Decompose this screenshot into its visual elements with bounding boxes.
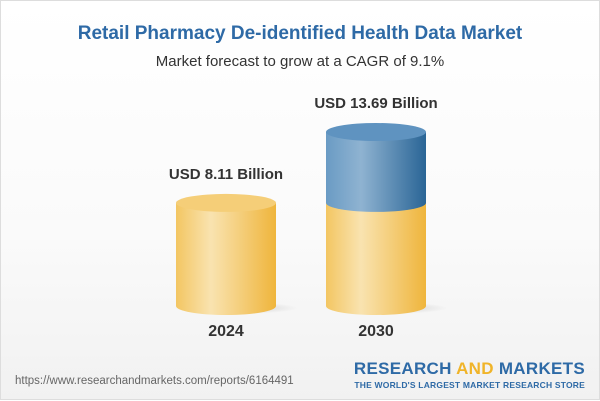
logo-text-and: AND <box>456 359 494 378</box>
chart-subtitle: Market forecast to grow at a CAGR of 9.1… <box>155 53 445 70</box>
research-and-markets-logo: RESEARCH AND MARKETS THE WORLD'S LARGEST… <box>354 359 585 390</box>
logo-text: RESEARCH <box>353 359 457 378</box>
cylinder-base-segment <box>326 202 426 315</box>
logo-text: MARKETS <box>493 359 585 378</box>
cylinder-growth-segment <box>326 132 426 212</box>
data-label: USD 13.69 Billion <box>314 95 437 112</box>
category-label: 2030 <box>358 323 394 340</box>
logo-tagline: THE WORLD'S LARGEST MARKET RESEARCH STOR… <box>354 380 585 390</box>
cylinder-top <box>326 123 426 141</box>
data-label: USD 8.11 Billion <box>169 166 283 183</box>
chart-title: Retail Pharmacy De-identified Health Dat… <box>77 23 523 44</box>
category-label: 2024 <box>208 323 244 340</box>
source-url[interactable]: https://www.researchandmarkets.com/repor… <box>15 375 294 387</box>
cylinder-top <box>176 193 276 212</box>
cylinder-base-segment <box>176 202 276 315</box>
